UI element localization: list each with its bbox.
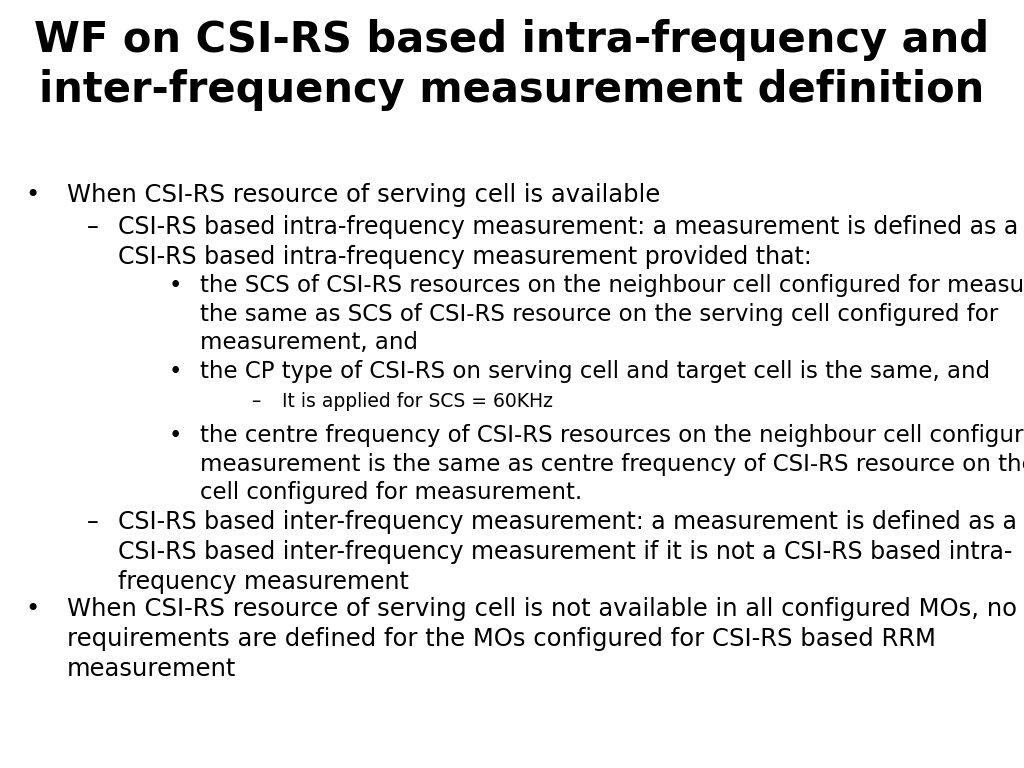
Text: the CP type of CSI-RS on serving cell and target cell is the same, and: the CP type of CSI-RS on serving cell an… bbox=[200, 360, 990, 383]
Text: the centre frequency of CSI-RS resources on the neighbour cell configured for
me: the centre frequency of CSI-RS resources… bbox=[200, 424, 1024, 505]
Text: –: – bbox=[87, 214, 98, 239]
Text: When CSI-RS resource of serving cell is available: When CSI-RS resource of serving cell is … bbox=[67, 183, 659, 207]
Text: WF on CSI-RS based intra-frequency and
inter-frequency measurement definition: WF on CSI-RS based intra-frequency and i… bbox=[35, 19, 989, 111]
Text: •: • bbox=[169, 273, 182, 296]
Text: •: • bbox=[169, 360, 182, 383]
Text: the SCS of CSI-RS resources on the neighbour cell configured for measurement is
: the SCS of CSI-RS resources on the neigh… bbox=[200, 273, 1024, 354]
Text: When CSI-RS resource of serving cell is not available in all configured MOs, no
: When CSI-RS resource of serving cell is … bbox=[67, 597, 1017, 681]
Text: CSI-RS based inter-frequency measurement: a measurement is defined as a
CSI-RS b: CSI-RS based inter-frequency measurement… bbox=[118, 510, 1017, 594]
Text: •: • bbox=[169, 424, 182, 447]
Text: It is applied for SCS = 60KHz: It is applied for SCS = 60KHz bbox=[282, 392, 553, 411]
Text: –: – bbox=[87, 510, 98, 535]
Text: •: • bbox=[26, 597, 40, 621]
Text: –: – bbox=[251, 392, 260, 411]
Text: •: • bbox=[26, 183, 40, 207]
Text: CSI-RS based intra-frequency measurement: a measurement is defined as a
CSI-RS b: CSI-RS based intra-frequency measurement… bbox=[118, 214, 1018, 269]
